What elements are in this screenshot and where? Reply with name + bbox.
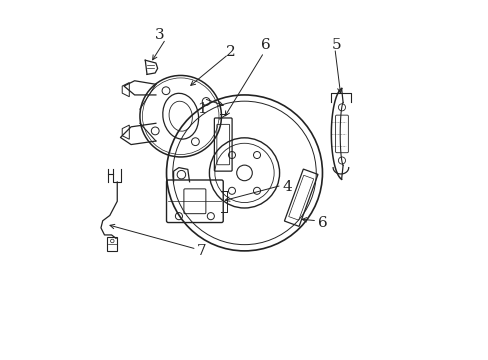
Text: 6: 6 bbox=[261, 38, 270, 52]
Text: 2: 2 bbox=[225, 45, 235, 59]
Text: 6: 6 bbox=[317, 216, 326, 230]
Text: 1: 1 bbox=[197, 102, 206, 116]
Text: 3: 3 bbox=[154, 28, 164, 42]
Text: 4: 4 bbox=[282, 180, 291, 194]
Text: 5: 5 bbox=[331, 38, 341, 52]
Text: 7: 7 bbox=[197, 244, 206, 258]
